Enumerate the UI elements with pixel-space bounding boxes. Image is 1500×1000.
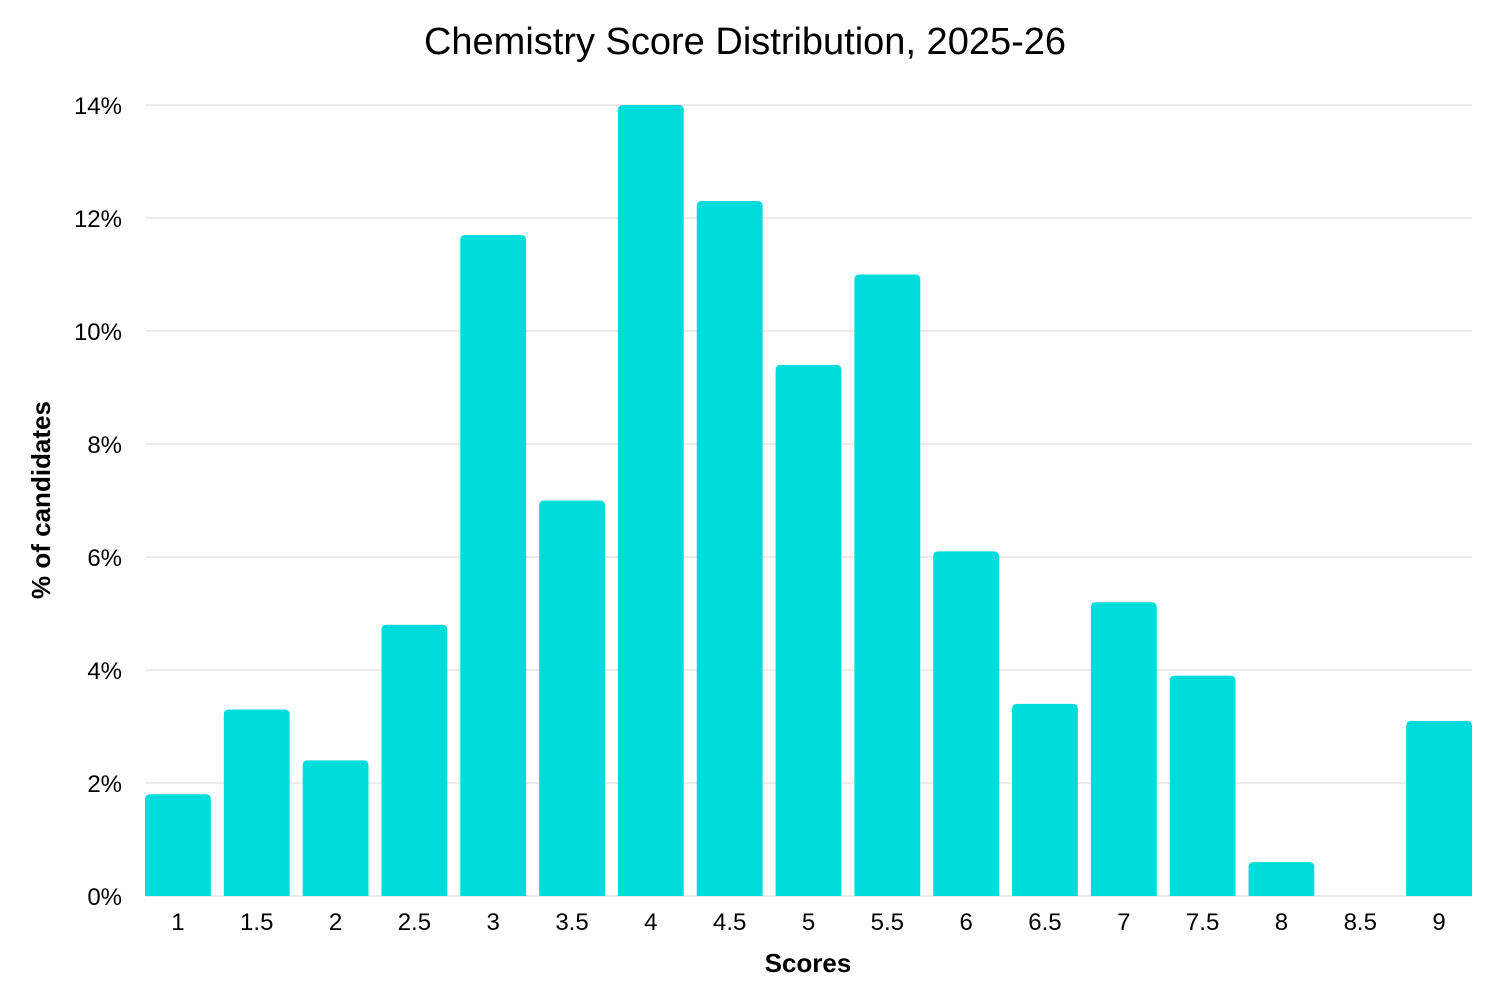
bar	[854, 274, 921, 896]
x-tick-label: 1	[171, 909, 184, 936]
x-tick-label: 7	[1117, 909, 1130, 936]
x-tick-label: 4	[644, 909, 657, 936]
y-tick-label: 14%	[74, 93, 122, 120]
x-tick-label: 4.5	[713, 909, 746, 936]
x-tick-label: 8	[1275, 909, 1288, 936]
bar	[1012, 703, 1078, 896]
x-tick-label: 8.5	[1344, 909, 1377, 936]
x-tick-label: 7.5	[1186, 909, 1219, 936]
y-tick-label: 6%	[87, 545, 122, 572]
bar	[1248, 862, 1315, 896]
y-tick-label: 0%	[87, 884, 122, 911]
y-tick-label: 2%	[87, 771, 122, 798]
x-tick-label: 6	[959, 909, 972, 936]
bar	[223, 709, 290, 896]
x-tick-label: 9	[1432, 909, 1445, 936]
chart-title: Chemistry Score Distribution, 2025-26	[424, 21, 1066, 63]
y-tick-label: 12%	[74, 206, 122, 233]
bar	[1406, 720, 1472, 896]
x-tick-label: 2	[329, 909, 342, 936]
y-tick-label: 4%	[87, 658, 122, 685]
x-tick-label: 6.5	[1028, 909, 1061, 936]
bar	[933, 551, 1000, 896]
bar	[1090, 602, 1157, 896]
bars	[145, 105, 1472, 897]
x-tick-label: 3.5	[555, 909, 588, 936]
x-tick-label: 2.5	[398, 909, 431, 936]
x-tick-label: 5.5	[871, 909, 904, 936]
x-tick-label: 1.5	[240, 909, 273, 936]
y-axis-label: % of candidates	[26, 401, 56, 599]
x-axis-ticks: 1 1.5 2 2.5 3 3.5 4 4.5 5 5.5 6 6.5 7 7.5 8 8.5 9	[171, 909, 1446, 936]
bar	[617, 105, 684, 896]
bar	[539, 500, 605, 896]
bar	[460, 234, 527, 896]
y-tick-label: 8%	[87, 432, 122, 459]
bar	[775, 364, 842, 896]
bar	[696, 201, 763, 897]
y-axis-ticks: 0% 2% 4% 6% 8% 10% 12% 14%	[74, 93, 122, 911]
x-axis-label: Scores	[765, 948, 852, 978]
bar	[145, 794, 211, 896]
x-tick-label: 3	[487, 909, 500, 936]
y-tick-label: 10%	[74, 319, 122, 346]
bar	[381, 624, 448, 896]
x-tick-label: 5	[802, 909, 815, 936]
bar	[302, 760, 369, 896]
bar	[1169, 675, 1236, 896]
